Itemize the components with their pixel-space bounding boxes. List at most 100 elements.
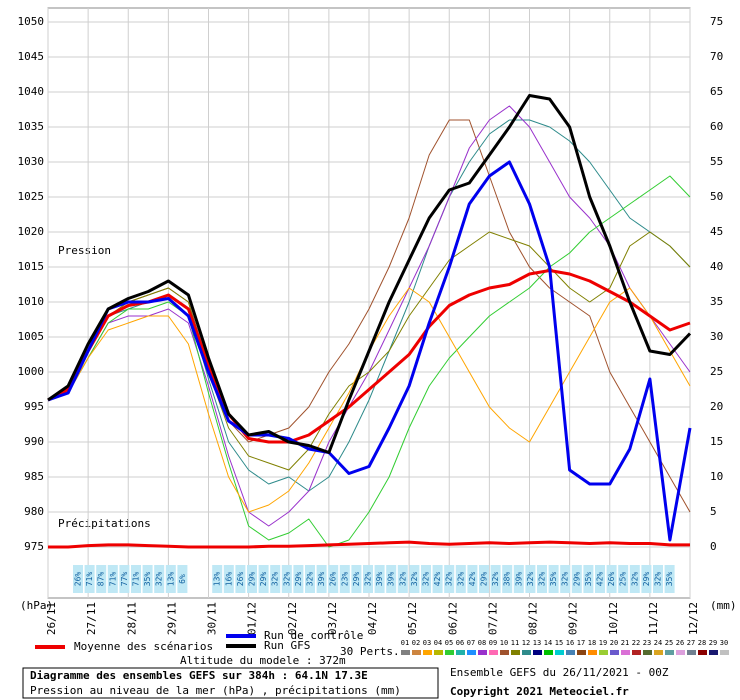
prob-box <box>455 565 466 593</box>
y-unit: (hPa) <box>20 599 53 612</box>
legend-label: Run de contrôle <box>264 629 363 642</box>
swatch-label: 30 <box>720 639 728 647</box>
y-tick-label: 1010 <box>18 295 45 308</box>
prob-label: 29% <box>259 572 268 587</box>
prob-box <box>537 565 547 593</box>
y-tick-label: 995 <box>24 400 44 413</box>
series-line <box>47 160 692 542</box>
y2-tick-label: 50 <box>710 190 723 203</box>
prob-box <box>223 565 234 593</box>
prob-label: 38% <box>503 572 512 587</box>
swatch-label: 01 <box>401 639 409 647</box>
swatch-label: 16 <box>566 639 574 647</box>
series-line <box>47 175 691 548</box>
prob-label: 16% <box>224 572 233 587</box>
prob-box <box>560 565 571 593</box>
y2-tick-label: 55 <box>710 155 723 168</box>
legend-label: Moyenne des scénarios <box>74 640 213 653</box>
prob-box <box>316 565 327 593</box>
prob-box <box>629 565 640 593</box>
swatch-label: 04 <box>434 639 442 647</box>
prob-box <box>502 565 513 593</box>
swatch-label: 15 <box>555 639 563 647</box>
y2-tick-label: 40 <box>710 260 723 273</box>
prob-box <box>444 565 455 593</box>
swatch <box>643 650 652 655</box>
prob-box <box>305 565 315 593</box>
prob-box <box>281 565 292 593</box>
prob-box <box>339 565 350 593</box>
y2-unit: (mm) <box>710 599 737 612</box>
prob-label: 32% <box>561 572 570 587</box>
y2-tick-label: 10 <box>710 470 723 483</box>
swatch-label: 11 <box>511 639 519 647</box>
x-tick-label: 28/11 <box>125 602 138 635</box>
title-box <box>22 667 439 699</box>
prob-box <box>606 565 617 593</box>
prob-label: 39% <box>375 572 384 587</box>
swatch <box>698 650 707 655</box>
y-tick-label: 975 <box>24 540 44 553</box>
prob-box <box>374 565 385 593</box>
prob-label: 32% <box>491 572 500 587</box>
swatch-label: 20 <box>610 639 618 647</box>
prob-label: 32% <box>282 572 291 587</box>
swatch-label: 28 <box>698 639 706 647</box>
x-tick-label: 11/12 <box>647 602 660 635</box>
swatch <box>566 650 575 655</box>
pressure-label: Pression <box>58 244 111 257</box>
swatch <box>478 650 487 655</box>
prob-box <box>397 565 408 593</box>
x-tick-label: 29/11 <box>165 602 178 635</box>
swatch-label: 03 <box>423 639 431 647</box>
y-tick-label: 1020 <box>18 225 45 238</box>
x-tick-label: 03/12 <box>326 602 339 635</box>
prob-label: 35% <box>584 572 593 587</box>
x-tick-label: 10/12 <box>607 602 620 635</box>
prob-box <box>595 565 605 593</box>
swatch-label: 22 <box>632 639 640 647</box>
swatch-label: 12 <box>522 639 530 647</box>
swatch <box>522 650 531 655</box>
prob-box <box>131 565 141 593</box>
x-tick-label: 02/12 <box>286 602 299 635</box>
prob-box <box>641 565 652 593</box>
prob-box <box>525 565 536 593</box>
prob-box <box>270 565 281 593</box>
x-tick-label: 04/12 <box>366 602 379 635</box>
swatch-label: 14 <box>544 639 552 647</box>
prob-label: 13% <box>213 572 222 587</box>
series-line <box>48 540 690 549</box>
prob-label: 29% <box>248 572 257 587</box>
swatch-label: 17 <box>577 639 585 647</box>
series-line <box>47 231 691 471</box>
copyright: Copyright 2021 Meteociel.fr <box>450 685 629 698</box>
prob-box <box>73 565 83 593</box>
prob-label: 32% <box>630 572 639 587</box>
x-tick-label: 30/11 <box>206 602 219 635</box>
swatch <box>665 650 674 655</box>
y2-tick-label: 70 <box>710 50 723 63</box>
chart-subtitle: Pression au niveau de la mer (hPa) , pré… <box>30 684 401 697</box>
y2-tick-label: 0 <box>710 540 717 553</box>
prob-box <box>96 565 107 593</box>
prob-label: 6% <box>178 574 187 584</box>
prob-box <box>119 565 130 593</box>
x-tick-label: 07/12 <box>486 602 499 635</box>
prob-label: 29% <box>480 572 489 587</box>
x-tick-label: 09/12 <box>567 602 580 635</box>
prob-box <box>84 565 95 593</box>
y-tick-label: 1050 <box>18 15 45 28</box>
perts-label: 30 Perts. <box>340 645 400 658</box>
swatch-label: 02 <box>412 639 420 647</box>
y2-tick-label: 75 <box>710 15 723 28</box>
prob-box <box>548 565 559 593</box>
prob-label: 32% <box>526 572 535 587</box>
swatch-label: 25 <box>665 639 673 647</box>
x-tick-label: 26/11 <box>45 602 58 635</box>
prob-label: 71% <box>85 572 94 587</box>
prob-box <box>177 565 188 593</box>
prob-label: 26% <box>329 572 338 587</box>
altitude: Altitude du modele : 372m <box>180 654 346 667</box>
